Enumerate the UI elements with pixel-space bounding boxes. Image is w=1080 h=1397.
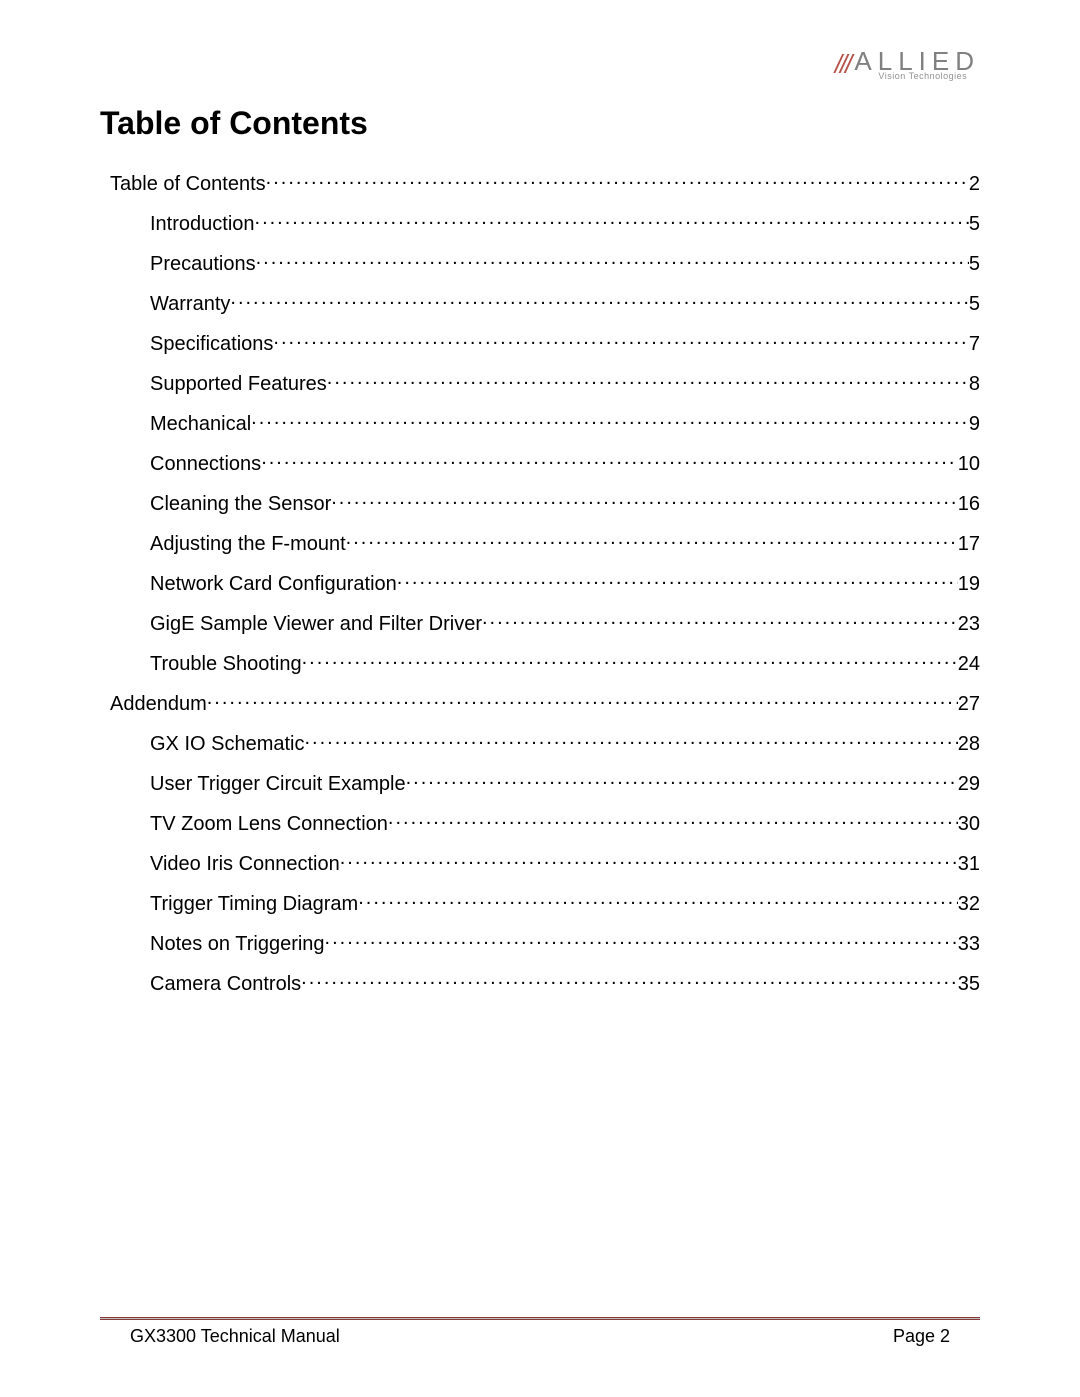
toc-entry[interactable]: Adjusting the F-mount 17 (100, 526, 980, 556)
toc-entry-page: 29 (958, 773, 980, 796)
toc-leader-dots (273, 326, 968, 350)
toc-entry[interactable]: Table of Contents 2 (100, 166, 980, 196)
toc-entry-page: 17 (958, 533, 980, 556)
toc-entry-page: 24 (958, 653, 980, 676)
toc-entry-page: 5 (969, 253, 980, 276)
toc-entry-label: Camera Controls (150, 973, 301, 996)
toc-entry-page: 9 (969, 413, 980, 436)
toc-entry-page: 33 (958, 933, 980, 956)
toc-entry-label: Network Card Configuration (150, 573, 397, 596)
toc-leader-dots (266, 166, 969, 190)
toc-leader-dots (482, 606, 958, 630)
toc-entry-page: 19 (958, 573, 980, 596)
toc-leader-dots (251, 406, 969, 430)
toc-entry-label: Video Iris Connection (150, 853, 340, 876)
toc-leader-dots (255, 206, 969, 230)
toc-entry-label: GigE Sample Viewer and Filter Driver (150, 613, 482, 636)
toc-entry[interactable]: Introduction 5 (100, 206, 980, 236)
toc-leader-dots (331, 486, 958, 510)
toc-entry[interactable]: Mechanical 9 (100, 406, 980, 436)
footer-divider (100, 1317, 980, 1320)
toc-leader-dots (327, 366, 969, 390)
toc-entry[interactable]: Trigger Timing Diagram 32 (100, 886, 980, 916)
toc-entry-label: Precautions (150, 253, 256, 276)
toc-entry[interactable]: GX IO Schematic 28 (100, 726, 980, 756)
toc-entry[interactable]: Trouble Shooting 24 (100, 646, 980, 676)
toc-entry-label: Adjusting the F-mount (150, 533, 346, 556)
toc-entry-page: 5 (969, 213, 980, 236)
toc-entry-page: 7 (969, 333, 980, 356)
toc-entry-label: Warranty (150, 293, 230, 316)
toc-entry-label: Introduction (150, 213, 255, 236)
logo-sub-text: Vision Technologies (878, 72, 980, 81)
toc-leader-dots (340, 846, 958, 870)
toc-leader-dots (207, 686, 958, 710)
toc-entry-label: Supported Features (150, 373, 327, 396)
toc-entry-label: Table of Contents (110, 173, 266, 196)
toc-entry-page: 16 (958, 493, 980, 516)
toc-entry-page: 27 (958, 693, 980, 716)
toc-entry[interactable]: User Trigger Circuit Example 29 (100, 766, 980, 796)
logo: /// ALLIED Vision Technologies (835, 48, 980, 81)
footer-page-number: Page 2 (893, 1326, 950, 1347)
toc-leader-dots (388, 806, 958, 830)
toc-entry-page: 8 (969, 373, 980, 396)
toc-entry-label: Cleaning the Sensor (150, 493, 331, 516)
toc-entry[interactable]: Addendum 27 (100, 686, 980, 716)
toc-entry-page: 28 (958, 733, 980, 756)
toc-leader-dots (406, 766, 958, 790)
toc-leader-dots (305, 726, 958, 750)
logo-slashes-icon: /// (835, 49, 851, 80)
page-title: Table of Contents (100, 105, 980, 142)
toc-entry-page: 23 (958, 613, 980, 636)
toc-entry[interactable]: Specifications 7 (100, 326, 980, 356)
toc-leader-dots (397, 566, 958, 590)
toc-leader-dots (358, 886, 958, 910)
toc-entry-page: 10 (958, 453, 980, 476)
toc-entry-page: 32 (958, 893, 980, 916)
toc-entry[interactable]: Notes on Triggering 33 (100, 926, 980, 956)
toc-entry-label: Mechanical (150, 413, 251, 436)
toc-leader-dots (302, 646, 958, 670)
toc-entry[interactable]: TV Zoom Lens Connection 30 (100, 806, 980, 836)
page-footer: GX3300 Technical Manual Page 2 (100, 1317, 980, 1347)
toc-entry-label: TV Zoom Lens Connection (150, 813, 388, 836)
toc-entry-label: Connections (150, 453, 261, 476)
toc-entry-label: Trouble Shooting (150, 653, 302, 676)
toc-leader-dots (346, 526, 958, 550)
toc-entry[interactable]: Precautions 5 (100, 246, 980, 276)
toc-leader-dots (261, 446, 958, 470)
toc-entry-page: 30 (958, 813, 980, 836)
toc-entry[interactable]: GigE Sample Viewer and Filter Driver 23 (100, 606, 980, 636)
table-of-contents: Table of Contents2Introduction5Precautio… (100, 166, 980, 996)
toc-leader-dots (230, 286, 968, 310)
toc-entry-label: GX IO Schematic (150, 733, 305, 756)
toc-leader-dots (301, 966, 958, 990)
toc-entry-page: 5 (969, 293, 980, 316)
toc-entry[interactable]: Warranty 5 (100, 286, 980, 316)
toc-entry[interactable]: Supported Features 8 (100, 366, 980, 396)
toc-entry-label: Addendum (110, 693, 207, 716)
toc-entry[interactable]: Video Iris Connection 31 (100, 846, 980, 876)
footer-line: GX3300 Technical Manual Page 2 (100, 1326, 980, 1347)
logo-text: ALLIED Vision Technologies (854, 48, 980, 81)
toc-entry-label: User Trigger Circuit Example (150, 773, 406, 796)
toc-entry[interactable]: Cleaning the Sensor 16 (100, 486, 980, 516)
toc-entry[interactable]: Network Card Configuration 19 (100, 566, 980, 596)
toc-entry-page: 31 (958, 853, 980, 876)
toc-entry-label: Specifications (150, 333, 273, 356)
toc-leader-dots (325, 926, 958, 950)
toc-entry-label: Trigger Timing Diagram (150, 893, 358, 916)
toc-entry[interactable]: Connections 10 (100, 446, 980, 476)
toc-entry-page: 35 (958, 973, 980, 996)
toc-entry-page: 2 (969, 173, 980, 196)
toc-entry[interactable]: Camera Controls 35 (100, 966, 980, 996)
toc-leader-dots (256, 246, 969, 270)
footer-doc-title: GX3300 Technical Manual (130, 1326, 340, 1347)
toc-entry-label: Notes on Triggering (150, 933, 325, 956)
